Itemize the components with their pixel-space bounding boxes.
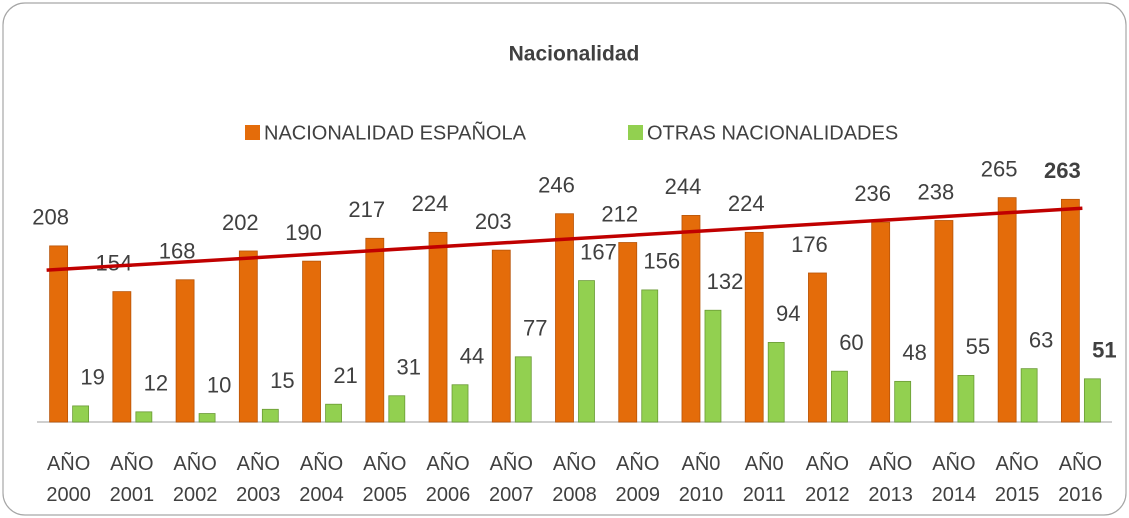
- data-label: 244: [665, 174, 702, 199]
- data-label: 15: [270, 368, 294, 393]
- bar: [491, 249, 511, 423]
- bar: [302, 260, 321, 423]
- data-label: 51: [1092, 338, 1116, 363]
- bar: [808, 272, 827, 423]
- bar: [831, 370, 848, 423]
- bar: [555, 213, 574, 423]
- x-tick-label: AÑ0 2010: [678, 453, 724, 506]
- x-tick-label: AÑO 2009: [615, 453, 660, 506]
- bar: [744, 231, 764, 423]
- x-tick-label: AÑO 2000: [46, 453, 91, 506]
- bar: [1020, 368, 1038, 423]
- bar: [871, 221, 891, 423]
- bar: [934, 220, 954, 423]
- data-label: 202: [222, 210, 259, 235]
- data-label: 77: [523, 316, 547, 341]
- data-label: 63: [1029, 327, 1053, 352]
- bar: [894, 380, 912, 423]
- bar: [49, 245, 69, 423]
- data-label: 212: [601, 201, 638, 226]
- data-label: 19: [80, 365, 104, 390]
- bar: [578, 280, 595, 423]
- data-label: 265: [981, 156, 1018, 181]
- data-label: 238: [918, 179, 955, 204]
- data-label: 31: [397, 355, 421, 380]
- data-label: 236: [854, 181, 891, 206]
- bar: [514, 356, 532, 423]
- data-label: 208: [32, 205, 69, 230]
- data-label: 156: [643, 249, 680, 274]
- x-tick-label: AÑO 2016: [1058, 453, 1103, 506]
- bar: [428, 231, 448, 423]
- bar: [1060, 198, 1080, 423]
- data-label: 12: [144, 371, 168, 396]
- data-label: 224: [412, 191, 449, 216]
- data-label: 10: [207, 372, 231, 397]
- bar: [997, 197, 1017, 423]
- data-label: 132: [707, 269, 744, 294]
- bar: [388, 395, 406, 423]
- data-label: 154: [95, 250, 132, 275]
- legend-swatch: [628, 125, 643, 140]
- bar: [135, 411, 153, 423]
- x-tick-label: AÑO 2008: [552, 453, 597, 506]
- x-tick-label: AÑO 2002: [172, 453, 218, 506]
- data-label: 203: [475, 209, 512, 234]
- x-tick-label: AÑO 2001: [109, 453, 155, 506]
- bar: [641, 289, 659, 423]
- data-label: 55: [966, 334, 990, 359]
- x-tick-label: AÑO 2005: [362, 453, 408, 506]
- x-tick-label: AÑO 2007: [489, 453, 534, 506]
- data-label: 190: [285, 220, 322, 245]
- x-tick-label: AÑO 2013: [868, 453, 913, 506]
- data-label: 217: [348, 197, 385, 222]
- bar: [198, 413, 216, 423]
- bar: [175, 279, 195, 423]
- x-tick-label: AÑ0 2011: [742, 453, 786, 506]
- data-label: 60: [839, 330, 863, 355]
- bar: [704, 309, 722, 423]
- legend-label: NACIONALIDAD ESPAÑOLA: [264, 120, 527, 144]
- data-label: 167: [580, 239, 617, 264]
- data-label: 48: [902, 340, 926, 365]
- bar: [238, 250, 258, 423]
- bar: [261, 408, 279, 423]
- x-tick-label: AÑO 2003: [236, 453, 281, 506]
- data-label: 21: [333, 363, 357, 388]
- bar: [72, 405, 90, 423]
- legend-swatch: [245, 125, 260, 140]
- bar: [451, 384, 469, 423]
- bar: [112, 291, 132, 423]
- bar: [1083, 378, 1101, 423]
- x-tick-label: AÑO 2012: [805, 453, 850, 506]
- data-label: 263: [1044, 158, 1081, 183]
- bar: [618, 242, 638, 423]
- data-label: 44: [460, 344, 484, 369]
- data-label: 176: [791, 232, 828, 257]
- bar: [957, 375, 975, 423]
- bar: [325, 403, 342, 423]
- bar: [767, 342, 785, 423]
- bar: [365, 237, 385, 423]
- x-tick-label: AÑO 2015: [994, 453, 1040, 506]
- data-label: 224: [728, 191, 765, 216]
- legend-label: OTRAS NACIONALIDADES: [647, 122, 898, 144]
- bar: [681, 215, 701, 423]
- x-tick-label: AÑO 2014: [931, 453, 977, 506]
- chart-title: Nacionalidad: [509, 43, 640, 66]
- data-label: 94: [776, 301, 800, 326]
- trendline: [46, 206, 1083, 272]
- x-tick-label: AÑO 2004: [299, 453, 344, 506]
- data-label: 246: [538, 173, 575, 198]
- data-label: 168: [159, 239, 196, 264]
- x-tick-label: AÑO 2006: [425, 453, 471, 506]
